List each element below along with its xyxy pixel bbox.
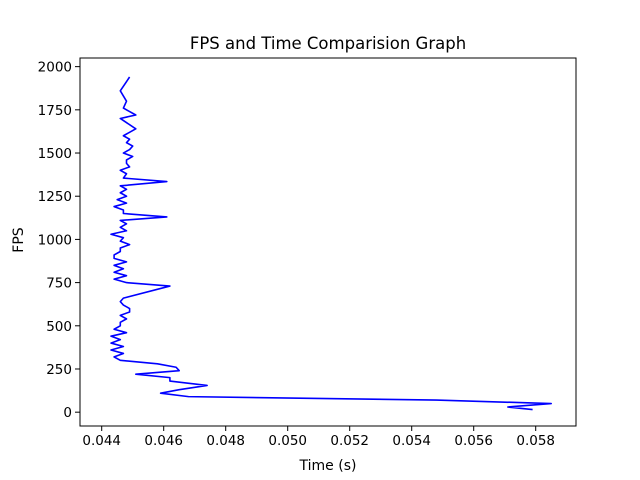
- x-tick-label: 0.058: [516, 433, 555, 449]
- x-tick-label: 0.056: [454, 433, 493, 449]
- x-tick-label: 0.048: [206, 433, 245, 449]
- x-tick-label: 0.050: [268, 433, 307, 449]
- chart-title: FPS and Time Comparision Graph: [190, 34, 466, 53]
- y-tick-label: 0: [63, 405, 72, 421]
- y-tick-label: 750: [46, 276, 72, 292]
- x-tick-label: 0.044: [82, 433, 121, 449]
- y-tick-label: 500: [46, 319, 72, 335]
- x-tick-label: 0.054: [392, 433, 431, 449]
- x-tick-label: 0.046: [144, 433, 183, 449]
- y-tick-label: 250: [46, 362, 72, 378]
- y-tick-label: 1500: [38, 146, 72, 162]
- y-tick-label: 1750: [38, 103, 72, 119]
- y-tick-label: 1250: [38, 189, 72, 205]
- plot-area: 0.044 0.046 0.048 0.050 0.052 0.054 0.056 0.058…: [38, 57, 577, 449]
- y-tick-label: 2000: [38, 60, 72, 76]
- axes-frame: [79, 57, 577, 427]
- x-tick-label: 0.052: [330, 433, 369, 449]
- y-axis-label: FPS: [11, 227, 27, 252]
- x-axis-label: Time (s): [299, 458, 357, 474]
- y-tick-label: 1000: [38, 232, 72, 248]
- series-line: [110, 76, 553, 411]
